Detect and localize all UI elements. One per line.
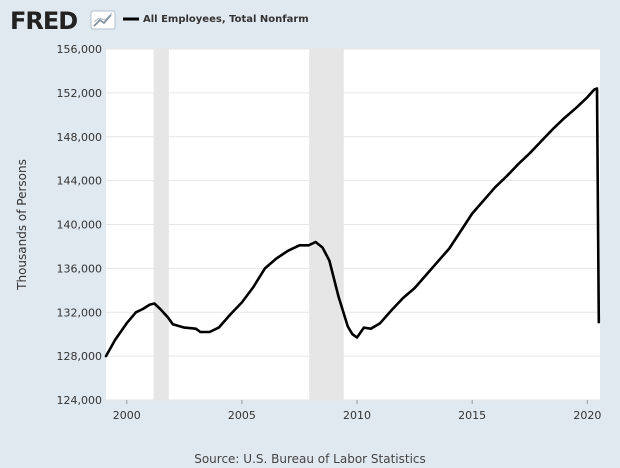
fred-logo-text: FRED — [10, 7, 77, 35]
x-tick-label: 2015 — [458, 409, 486, 422]
series-layer — [104, 87, 601, 358]
fred-logo[interactable]: FRED — [10, 7, 116, 35]
y-tick-label: 124,000 — [57, 394, 103, 407]
trend-graph-icon — [90, 10, 116, 30]
source-note: Source: U.S. Bureau of Labor Statistics — [194, 452, 426, 466]
y-tick-label: 148,000 — [57, 131, 103, 144]
x-tick-label: 2010 — [343, 409, 371, 422]
legend-label: All Employees, Total Nonfarm — [143, 14, 309, 25]
legend: All Employees, Total Nonfarm — [123, 14, 309, 25]
y-tick-label: 136,000 — [57, 262, 103, 275]
x-tick-label: 2000 — [113, 409, 141, 422]
y-axis-ticks: 124,000 128,000 132,000 136,000 140,000 144,0… — [57, 43, 103, 407]
y-tick-label: 156,000 — [57, 43, 103, 56]
y-tick-label: 140,000 — [57, 219, 103, 232]
x-axis-ticks: 2000 2005 2010 2015 2020 — [113, 400, 601, 422]
gridlines — [106, 48, 600, 401]
y-axis-title: Thousands of Persons — [15, 159, 29, 291]
y-tick-label: 152,000 — [57, 87, 103, 100]
x-tick-label: 2020 — [573, 409, 601, 422]
y-tick-label: 132,000 — [57, 306, 103, 319]
y-tick-label: 144,000 — [57, 175, 103, 188]
x-tick-label: 2005 — [228, 409, 256, 422]
y-tick-label: 128,000 — [57, 350, 103, 363]
series-line-1 — [104, 87, 601, 358]
